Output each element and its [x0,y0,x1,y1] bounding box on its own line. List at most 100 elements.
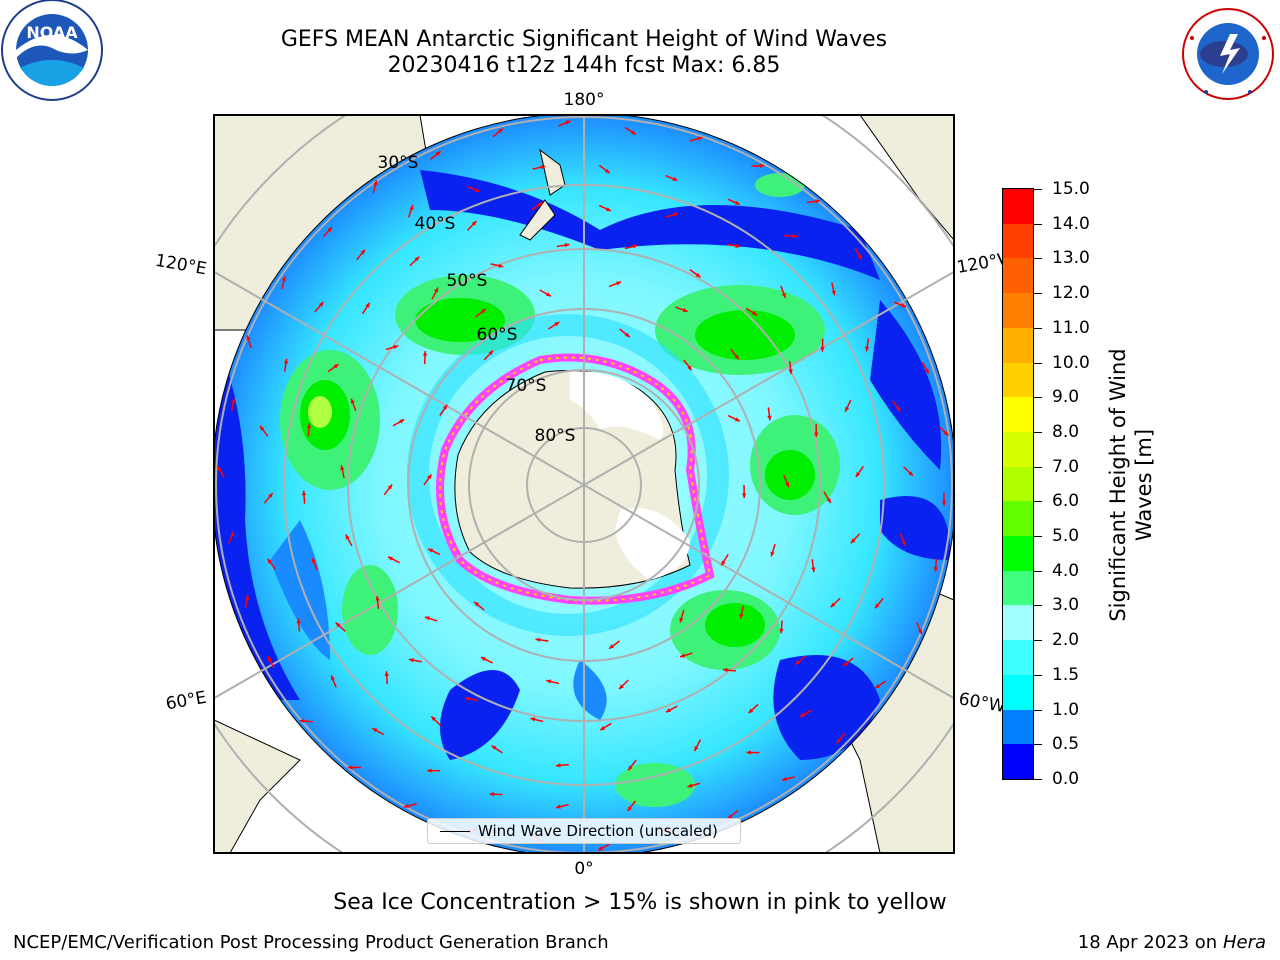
colorbar-tick [1034,744,1042,746]
wave-direction-arrowhead [682,307,688,313]
wave-direction-arrowhead [283,358,289,364]
wave-direction-arrowhead [600,725,606,731]
wave-direction-arrowhead [665,708,671,713]
lat-label-80s: 80°S [535,426,576,446]
wave-direction-arrowhead [616,281,622,286]
colorbar-tick-label: 15.0 [1052,179,1090,199]
colorbar-segment [1003,674,1033,710]
legend-label: Wind Wave Direction (unscaled) [478,822,718,840]
legend-line-swatch [440,831,470,832]
wave-direction-arrowhead [330,675,335,681]
wave-direction-arrowhead [428,548,434,553]
colorbar-segment [1003,327,1033,363]
lat-label-70s: 70°S [506,376,547,396]
wave-direction-arrowhead [281,276,287,282]
colorbar-title: Significant Height of Wind Waves [m] [1106,348,1156,622]
wave-direction-arrowhead [619,684,624,690]
wave-direction-arrowhead [826,497,831,503]
wave-direction-arrowhead [741,493,747,498]
wave-direction-arrowhead [850,538,856,544]
wave-direction-arrowhead [387,556,393,561]
wave-direction-arrowhead [901,540,906,546]
lon-label-60w: 60°W [957,689,1007,717]
colorbar-segment [1003,189,1033,224]
colorbar-segment [1003,466,1033,502]
wave-direction-arrowhead [564,243,570,248]
chart-title: GEFS MEAN Antarctic Significant Height o… [280,27,888,52]
wave-direction-arrowhead [901,303,907,308]
wave-direction-arrowhead [431,716,437,722]
colorbar-segment [1003,501,1033,537]
wave-direction-arrowhead [831,290,836,296]
lat-label-50s: 50°S [447,271,488,291]
wave-direction-arrowhead [540,165,546,170]
wave-direction-arrowhead [387,484,393,490]
wave-direction-arrowhead [414,256,420,262]
wave-direction-arrowhead [673,212,679,217]
colorbar-segment [1003,605,1033,641]
wave-direction-arrowhead [843,661,848,667]
wave-direction-arrowhead [814,432,819,438]
wave-direction-arrowhead [933,567,938,572]
wave-direction-arrowhead [555,804,561,809]
wave-direction-arrowhead [488,350,494,356]
colorbar-tick [1034,397,1042,399]
wave-direction-arrowhead [734,354,739,360]
colorbar-tick-label: 0.5 [1052,734,1080,755]
colorbar-tick [1034,501,1042,503]
wave-direction-arrowhead [318,301,324,307]
wave-direction-arrowhead [267,558,272,564]
colorbar-segment [1003,744,1033,779]
colorbar-segment [1003,570,1033,606]
colorbar-segment [1003,536,1033,571]
colorbar-tick [1034,362,1042,364]
wave-direction-arrowhead [301,490,307,496]
wave-direction-arrowhead [555,763,561,768]
wave-direction-arrowhead [734,417,740,422]
colorbar-segment [1003,709,1033,745]
wave-direction-arrowhead [721,560,726,566]
colorbar-segment [1003,258,1033,294]
lat-label-60s: 60°S [477,325,518,345]
wave-direction-arrowhead [687,365,692,371]
graticule [214,115,954,853]
colorbar-segment [1003,397,1033,432]
wave-direction-arrowhead [770,551,775,557]
wave-direction-arrowhead [679,653,685,658]
wave-direction-arrowhead [424,616,430,621]
wave-direction-arrowhead [244,594,250,600]
wave-direction-arrowhead [767,415,772,421]
wave-direction-arrowhead [792,233,798,239]
wave-direction-arrowhead [327,227,333,232]
wave-direction-arrowhead [435,151,441,156]
colorbar-tick-label: 14.0 [1052,213,1090,234]
colorbar-tick-label: 9.0 [1052,387,1080,408]
noaa-logo: NOAA [1,0,103,101]
wave-direction-arrowhead [474,601,480,607]
colorbar-tick [1034,709,1042,711]
wave-direction-arrowhead [345,534,350,540]
colorbar-tick-label: 10.0 [1052,352,1090,373]
wave-direction-arrowhead [630,130,636,135]
colorbar-tick [1034,431,1042,433]
wave-direction-arrowhead [546,679,552,684]
wave-direction-arrowhead [491,745,497,750]
wave-direction-arrowhead [296,618,301,624]
wave-direction-arrowhead [299,718,305,724]
wave-direction-arrowhead [672,176,678,181]
colorbar-segment [1003,293,1033,328]
wave-direction-arrowhead [788,369,793,375]
colorbar-tick-label: 5.0 [1052,526,1080,547]
colorbar-tick [1034,189,1042,190]
colorbar-tick [1034,258,1042,260]
wave-direction-arrowhead [393,344,399,350]
wave-direction-arrowhead [795,660,801,665]
colorbar-tick-label: 11.0 [1052,317,1090,338]
colorbar-segment [1003,640,1033,675]
wave-direction-arrowhead [365,302,370,308]
lon-label-0: 0° [574,859,593,879]
wave-direction-arrowhead [426,768,432,773]
wave-direction-arrowhead [260,425,265,431]
wave-direction-arrowhead [609,644,615,649]
